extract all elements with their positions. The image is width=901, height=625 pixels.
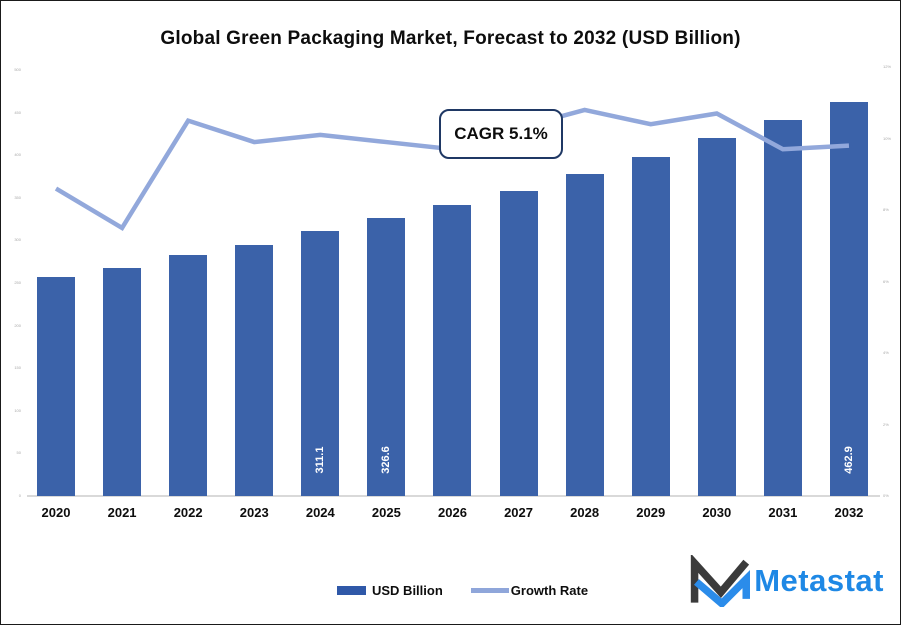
metastat-logo-text: Metastat (754, 563, 884, 598)
bar-2023 (235, 245, 274, 496)
x-axis-label-2028: 2028 (570, 505, 600, 520)
bar-value-label-2032: 462.9 (842, 446, 855, 474)
bar-2025 (367, 217, 406, 496)
metastat-logo: Metastat (688, 555, 884, 607)
x-axis-label-2030: 2030 (702, 505, 732, 520)
y-right-tick-label: 6% (883, 278, 889, 284)
x-axis-label-2027: 2027 (504, 505, 533, 520)
x-axis-label-2022: 2022 (173, 505, 203, 520)
bar-2021 (103, 268, 142, 496)
bar-value-label-2024: 311.1 (314, 446, 327, 474)
bar-2020 (37, 277, 75, 496)
legend-bar-label: USD Billion (372, 583, 443, 598)
bar-2029 (631, 157, 670, 496)
y-left-tick-label: 0 (18, 493, 21, 498)
y-left-tick-label: 500 (14, 67, 21, 72)
bar-2031 (763, 120, 802, 496)
x-axis-label-2025: 2025 (371, 505, 401, 520)
y-left-tick-label: 300 (14, 237, 21, 243)
x-axis-label-2029: 2029 (636, 505, 666, 520)
y-left-tick-label: 350 (14, 194, 21, 200)
y-left-tick-label: 100 (14, 407, 21, 413)
chart-title: Global Green Packaging Market, Forecast … (160, 28, 741, 49)
y-right-tick-label: 12% (883, 64, 892, 69)
x-axis-label-2020: 2020 (41, 505, 71, 520)
y-right-tick-label: 0% (883, 493, 889, 498)
bar-2030 (697, 138, 736, 496)
y-right-tick-label: 10% (883, 135, 892, 141)
cagr-annotation-box: CAGR 5.1% (439, 109, 563, 159)
x-axis-label-2032: 2032 (834, 505, 864, 520)
x-axis-label-2026: 2026 (438, 505, 467, 520)
bar-2026 (433, 205, 472, 496)
y-right-tick-label: 8% (883, 207, 889, 212)
legend-line-swatch (470, 588, 509, 593)
chart-legend: USD Billion Growth Rate (337, 583, 588, 598)
x-axis-label-2023: 2023 (239, 505, 269, 520)
legend-line-label: Growth Rate (510, 583, 589, 598)
y-left-tick-label: 400 (14, 152, 21, 158)
y-right-tick-label: 4% (883, 350, 889, 355)
bar-2028 (565, 174, 604, 496)
bar-value-label-2025: 326.6 (380, 446, 393, 474)
y-left-tick-label: 250 (14, 280, 21, 285)
metastat-logo-mark-icon (691, 555, 751, 607)
x-axis-label-2021: 2021 (107, 505, 137, 520)
bar-2022 (169, 255, 208, 496)
y-right-tick-label: 2% (883, 421, 889, 427)
bar-2027 (499, 191, 538, 496)
cagr-annotation-label: CAGR 5.1% (454, 124, 548, 143)
legend-bar-swatch (337, 586, 366, 595)
y-left-tick-label: 50 (16, 450, 21, 456)
bar-2024 (301, 230, 340, 496)
y-left-tick-label: 450 (14, 109, 21, 115)
y-left-tick-label: 200 (14, 322, 21, 328)
x-axis-label-2031: 2031 (768, 505, 798, 520)
y-left-tick-label: 150 (14, 365, 21, 371)
x-axis-line (27, 495, 880, 497)
x-axis-label-2024: 2024 (305, 505, 335, 520)
